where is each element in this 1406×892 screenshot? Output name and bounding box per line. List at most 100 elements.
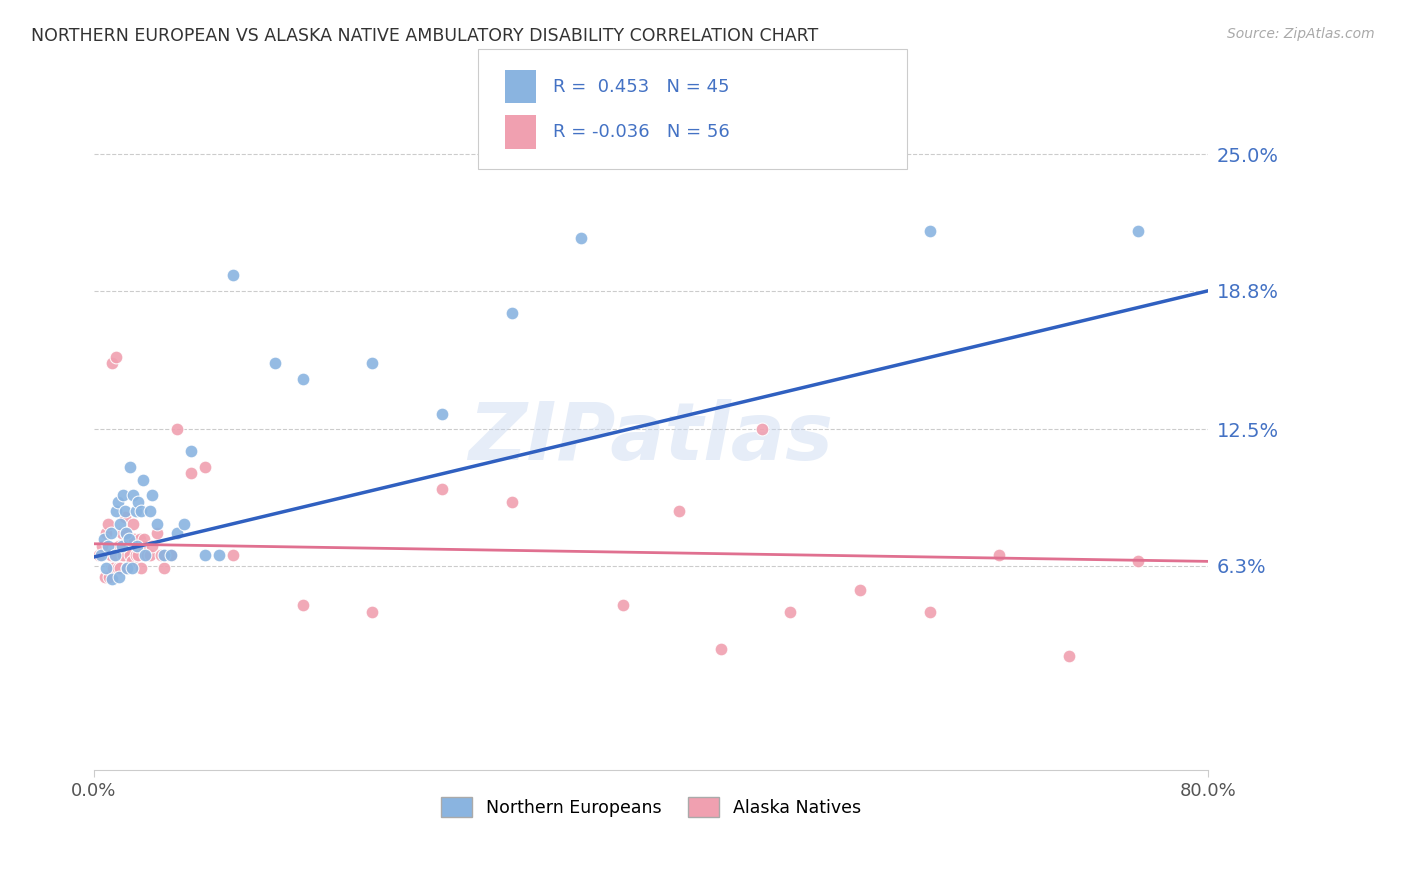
Text: Source: ZipAtlas.com: Source: ZipAtlas.com [1227,27,1375,41]
Point [127,539,149,553]
Point [105,504,128,518]
Point [222,268,245,283]
Point [120,548,142,562]
Point [1057,648,1080,663]
Point [710,642,733,657]
Point [112,548,135,562]
Text: R = -0.036   N = 56: R = -0.036 N = 56 [553,123,730,141]
Point [291,372,314,386]
Point [1128,554,1150,568]
Point [779,605,801,619]
Point [94,570,117,584]
Point [208,548,231,562]
Text: R =  0.453   N = 45: R = 0.453 N = 45 [553,78,730,95]
Point [569,231,592,245]
Point [90,548,112,562]
Point [430,407,453,421]
Point [501,306,523,320]
Point [93,533,115,547]
Point [849,582,872,597]
Point [128,495,150,509]
Point [111,539,134,553]
Legend: Northern Europeans, Alaska Natives: Northern Europeans, Alaska Natives [434,790,868,824]
Point [988,548,1011,562]
Point [110,561,132,575]
Point [222,548,245,562]
Point [122,488,145,502]
Point [97,516,120,531]
Point [159,548,181,562]
Point [101,356,124,370]
Point [104,548,127,562]
Point [612,599,634,613]
Point [114,504,136,518]
Point [108,570,131,584]
Point [108,539,131,553]
Point [751,422,773,436]
Point [159,548,181,562]
Point [918,605,941,619]
Point [100,548,122,562]
Point [128,548,150,562]
Point [118,533,141,547]
Point [107,561,129,575]
Point [111,525,134,540]
Point [166,525,188,540]
Point [132,533,155,547]
Point [124,533,146,547]
Point [129,504,152,518]
Point [122,516,145,531]
Point [121,561,143,575]
Point [91,539,114,553]
Point [173,516,195,531]
Point [152,548,174,562]
Point [668,504,690,518]
Point [96,525,118,540]
Point [103,561,125,575]
Point [101,572,124,586]
Point [145,516,167,531]
Point [112,488,135,502]
Point [110,516,132,531]
Point [430,482,453,496]
Point [96,561,118,575]
Point [107,495,129,509]
Text: ZIPatlas: ZIPatlas [468,399,834,476]
Point [501,495,523,509]
Point [118,533,141,547]
Point [918,224,941,238]
Point [105,350,128,364]
Text: NORTHERN EUROPEAN VS ALASKA NATIVE AMBULATORY DISABILITY CORRELATION CHART: NORTHERN EUROPEAN VS ALASKA NATIVE AMBUL… [31,27,818,45]
Point [121,554,143,568]
Point [1128,224,1150,238]
Point [104,548,127,562]
Point [115,525,138,540]
Point [141,539,163,553]
Point [125,504,148,518]
Point [98,570,121,584]
Point [131,473,153,487]
Point [97,539,120,553]
Point [264,356,287,370]
Point [180,467,202,481]
Point [361,605,384,619]
Point [141,488,163,502]
Point [128,533,150,547]
Point [129,561,152,575]
Point [152,561,174,575]
Point [180,444,202,458]
Point [149,548,172,562]
Point [120,459,142,474]
Point [89,548,111,562]
Point [127,539,149,553]
Point [166,422,188,436]
Point [117,561,139,575]
Point [125,548,148,562]
Point [291,599,314,613]
Point [115,525,138,540]
Point [135,548,157,562]
Point [138,504,160,518]
Point [194,548,217,562]
Point [145,525,167,540]
Point [361,356,384,370]
